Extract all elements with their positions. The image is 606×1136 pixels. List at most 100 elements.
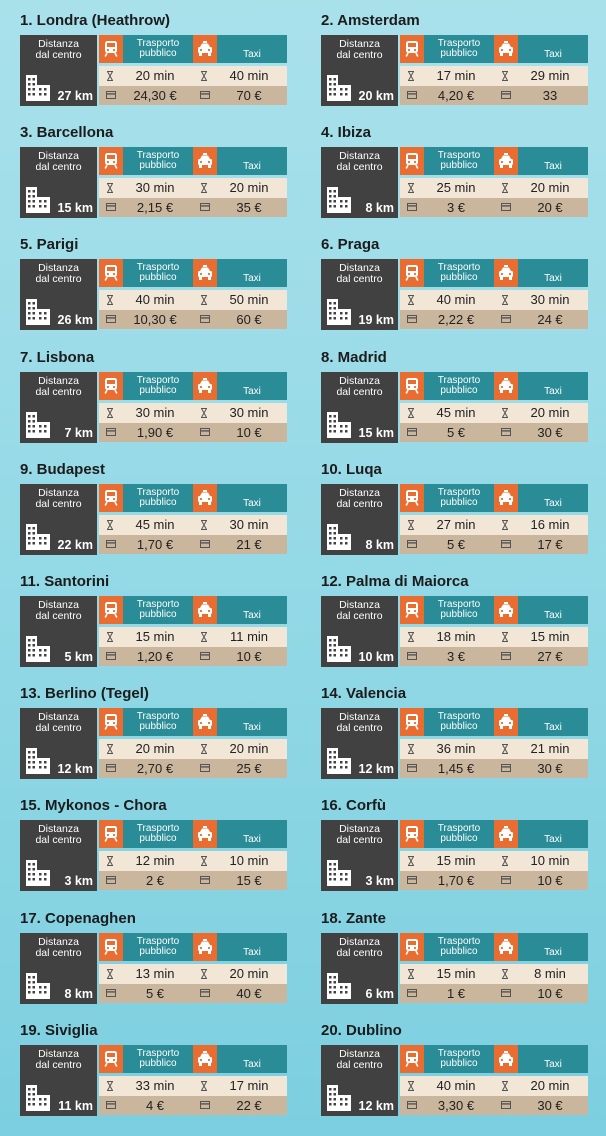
public-time-row: 40 min bbox=[99, 290, 193, 310]
taxi-time-value: 30 min bbox=[229, 405, 269, 420]
public-transport-label-line2: pubblico bbox=[139, 609, 177, 620]
taxi-icon-box bbox=[193, 484, 217, 512]
public-time-value: 40 min bbox=[436, 292, 476, 307]
distance-value: 6 km bbox=[365, 987, 395, 1001]
building-icon bbox=[26, 1085, 50, 1111]
public-price-row: 3 € bbox=[400, 647, 494, 666]
public-transport-label-line1: Trasporto bbox=[136, 487, 180, 498]
transfer-panel: Distanza dal centro 12 km bbox=[20, 708, 287, 779]
public-price-row: 1,90 € bbox=[99, 423, 193, 442]
taxi-icon bbox=[499, 1051, 513, 1066]
public-transport-label: Trasporto pubblico bbox=[424, 35, 494, 63]
taxi-price-row: 21 € bbox=[193, 535, 287, 554]
public-transport-header: Trasporto pubblico bbox=[99, 147, 193, 175]
taxi-header: Taxi bbox=[494, 484, 588, 512]
taxi-price-value: 10 € bbox=[537, 873, 563, 888]
taxi-time-value: 20 min bbox=[229, 966, 269, 981]
distance-label-line1: Distanza bbox=[38, 823, 79, 835]
city-title: 20. Dublino bbox=[321, 1022, 402, 1039]
hourglass-icon bbox=[201, 969, 207, 979]
distance-box: Distanza dal centro 12 km bbox=[321, 1045, 398, 1116]
public-time-row: 27 min bbox=[400, 515, 494, 535]
transfer-panel: Distanza dal centro 8 km bbox=[321, 484, 588, 555]
city-card: 7. Lisbona Distanza dal centro bbox=[20, 345, 287, 448]
credit-card-icon bbox=[106, 203, 116, 211]
credit-card-icon bbox=[501, 652, 511, 660]
distance-label-line2: dal centro bbox=[336, 947, 383, 959]
transfer-panel: Distanza dal centro 8 km bbox=[321, 147, 588, 218]
public-price-value: 24,30 € bbox=[133, 88, 177, 103]
distance-label: Distanza dal centro bbox=[321, 376, 398, 398]
taxi-price-row: 25 € bbox=[193, 759, 287, 778]
distance-box: Distanza dal centro 26 km bbox=[20, 259, 97, 330]
credit-card-icon bbox=[200, 540, 210, 548]
taxi-price-row: 27 € bbox=[494, 647, 588, 666]
distance-label: Distanza dal centro bbox=[20, 937, 97, 959]
taxi-header: Taxi bbox=[494, 372, 588, 400]
taxi-time-row: 30 min bbox=[193, 403, 287, 423]
taxi-icon-box bbox=[494, 35, 518, 63]
train-icon bbox=[405, 602, 419, 618]
taxi-header: Taxi bbox=[494, 35, 588, 63]
taxi-time-row: 30 min bbox=[193, 515, 287, 535]
building-icon bbox=[26, 75, 50, 101]
city-title: 19. Siviglia bbox=[20, 1022, 98, 1039]
taxi-price-row: 10 € bbox=[494, 871, 588, 890]
public-transport-header: Trasporto pubblico bbox=[400, 820, 494, 848]
public-transport-column: Trasporto pubblico 15 min 1,20 € bbox=[99, 596, 193, 667]
city-card: 17. Copenaghen Distanza dal centro bbox=[20, 906, 287, 1009]
taxi-price-value: 10 € bbox=[236, 649, 262, 664]
taxi-label: Taxi bbox=[518, 484, 588, 512]
train-icon-box bbox=[99, 484, 123, 512]
taxi-label: Taxi bbox=[217, 596, 287, 624]
taxi-header: Taxi bbox=[193, 820, 287, 848]
public-time-value: 45 min bbox=[135, 517, 175, 532]
distance-label-line2: dal centro bbox=[35, 386, 82, 398]
distance-label-line2: dal centro bbox=[336, 722, 383, 734]
taxi-label-text: Taxi bbox=[243, 273, 261, 284]
distance-label-line2: dal centro bbox=[336, 498, 383, 510]
distance-box: Distanza dal centro 12 km bbox=[321, 708, 398, 779]
distance-label-line2: dal centro bbox=[336, 610, 383, 622]
public-transport-header: Trasporto pubblico bbox=[400, 1045, 494, 1073]
taxi-time-row: 8 min bbox=[494, 964, 588, 984]
taxi-label: Taxi bbox=[518, 372, 588, 400]
public-price-row: 2,15 € bbox=[99, 198, 193, 217]
city-card: 19. Siviglia Distanza dal centro bbox=[20, 1018, 287, 1121]
taxi-column: Taxi 30 min 10 € bbox=[193, 372, 287, 443]
hourglass-icon bbox=[201, 744, 207, 754]
hourglass-icon bbox=[107, 969, 113, 979]
distance-value: 26 km bbox=[57, 313, 93, 327]
distance-label-line1: Distanza bbox=[38, 711, 79, 723]
distance-label-line2: dal centro bbox=[336, 161, 383, 173]
credit-card-icon bbox=[407, 989, 417, 997]
train-icon bbox=[405, 826, 419, 842]
taxi-label-text: Taxi bbox=[544, 161, 562, 172]
city-title: 9. Budapest bbox=[20, 461, 106, 478]
public-transport-header: Trasporto pubblico bbox=[99, 484, 193, 512]
taxi-price-row: 70 € bbox=[193, 86, 287, 105]
distance-value: 8 km bbox=[365, 201, 395, 215]
public-transport-label: Trasporto pubblico bbox=[123, 596, 193, 624]
distance-box: Distanza dal centro 8 km bbox=[321, 484, 398, 555]
taxi-label-text: Taxi bbox=[544, 386, 562, 397]
public-transport-column: Trasporto pubblico 40 min 2,22 € bbox=[400, 259, 494, 330]
public-transport-label-line2: pubblico bbox=[139, 48, 177, 59]
taxi-price-value: 35 € bbox=[236, 200, 262, 215]
hourglass-icon bbox=[502, 520, 508, 530]
taxi-label: Taxi bbox=[217, 820, 287, 848]
public-price-value: 3,30 € bbox=[437, 1098, 475, 1113]
taxi-price-row: 15 € bbox=[193, 871, 287, 890]
taxi-time-value: 8 min bbox=[534, 966, 566, 981]
city-title: 13. Berlino (Tegel) bbox=[20, 685, 149, 702]
public-price-row: 24,30 € bbox=[99, 86, 193, 105]
public-price-row: 5 € bbox=[400, 423, 494, 442]
train-icon bbox=[104, 826, 118, 842]
distance-label-line1: Distanza bbox=[38, 150, 79, 162]
public-price-row: 4 € bbox=[99, 1096, 193, 1115]
train-icon bbox=[104, 153, 118, 169]
taxi-price-row: 10 € bbox=[193, 423, 287, 442]
taxi-label-text: Taxi bbox=[243, 1059, 261, 1070]
building-icon bbox=[26, 973, 50, 999]
building-icon bbox=[327, 973, 351, 999]
